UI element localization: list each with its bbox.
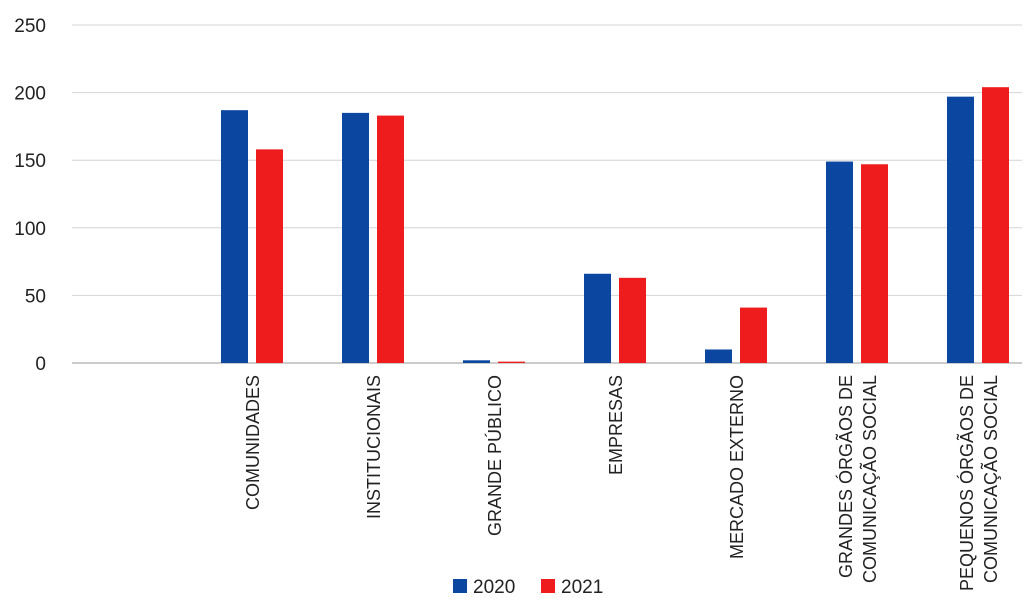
bar-2020-5: [705, 349, 732, 363]
bar-2020-1: [221, 110, 248, 364]
category-label-line: COMUNICAÇÃO SOCIAL: [980, 375, 1001, 583]
category-labels: COMUNIDADES INSTITUCIONAIS GRANDE PÚBLICO E…: [243, 375, 1001, 591]
category-label-5: MERCADO EXTERNO: [727, 375, 747, 559]
category-label-1: COMUNIDADES: [243, 375, 263, 510]
category-label-line: MERCADO EXTERNO: [727, 375, 747, 559]
legend-label-2021: 2021: [561, 577, 603, 598]
bar-2020-2: [342, 112, 369, 363]
legend: 2020 2021: [453, 577, 603, 598]
bar-2021-5: [740, 307, 767, 363]
bar-2021-3: [498, 361, 525, 363]
legend-swatch-2020: [453, 579, 467, 593]
y-axis-ticks: 0 50 100 150 200 250: [14, 16, 46, 375]
category-label-line: PEQUENOS ÓRGÃOS DE: [956, 375, 977, 591]
bar-2021-7: [982, 87, 1009, 363]
bar-2020-4: [584, 273, 611, 363]
y-tick-label: 150: [14, 151, 46, 172]
y-tick-label: 250: [14, 16, 46, 37]
y-tick-label: 100: [14, 219, 46, 240]
y-tick-label: 50: [25, 286, 46, 307]
legend-swatch-2021: [541, 579, 555, 593]
bar-2021-4: [619, 277, 646, 363]
bar-2021-2: [377, 115, 404, 363]
category-label-3: GRANDE PÚBLICO: [484, 375, 505, 536]
bars: [221, 87, 1009, 364]
category-label-line: EMPRESAS: [606, 375, 626, 475]
bar-2020-7: [947, 96, 974, 363]
category-label-7: PEQUENOS ÓRGÃOS DE COMUNICAÇÃO SOCIAL: [956, 375, 1001, 591]
category-label-6: GRANDES ÓRGÃOS DE COMUNICAÇÃO SOCIAL: [835, 375, 880, 583]
bar-2020-6: [826, 161, 853, 363]
category-label-line: COMUNIDADES: [243, 375, 263, 510]
bar-2020-3: [463, 360, 490, 363]
category-label-4: EMPRESAS: [606, 375, 626, 475]
category-label-line: COMUNICAÇÃO SOCIAL: [859, 375, 880, 583]
legend-label-2020: 2020: [473, 577, 515, 598]
y-tick-label: 0: [35, 354, 46, 375]
bar-2021-1: [256, 149, 283, 363]
bar-2021-6: [861, 164, 888, 363]
category-label-line: INSTITUCIONAIS: [364, 375, 384, 519]
category-label-line: GRANDES ÓRGÃOS DE: [835, 375, 856, 578]
y-tick-label: 200: [14, 84, 46, 105]
category-label-line: GRANDE PÚBLICO: [484, 375, 505, 536]
category-label-2: INSTITUCIONAIS: [364, 375, 384, 519]
